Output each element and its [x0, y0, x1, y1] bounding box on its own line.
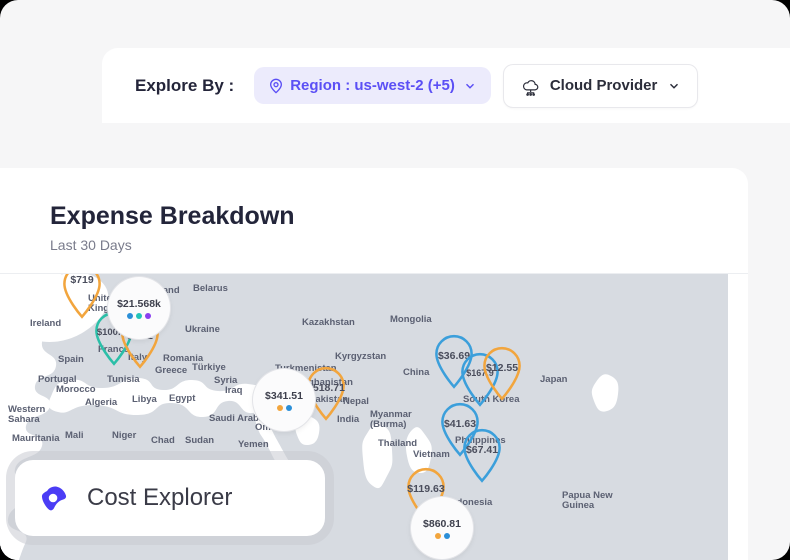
svg-text:Ukraine: Ukraine	[185, 324, 220, 335]
svg-text:Ireland: Ireland	[30, 318, 61, 329]
svg-text:Chad: Chad	[151, 435, 175, 446]
svg-text:Niger: Niger	[112, 430, 137, 441]
svg-text:Tunisia: Tunisia	[107, 374, 140, 385]
svg-text:Morocco: Morocco	[56, 384, 96, 395]
svg-text:Algeria: Algeria	[85, 397, 118, 408]
svg-text:Belarus: Belarus	[193, 283, 228, 294]
svg-text:Mauritania: Mauritania	[12, 433, 60, 444]
svg-text:Mali: Mali	[65, 430, 83, 441]
svg-text:(Burma): (Burma)	[370, 419, 406, 430]
svg-text:Kyrgyzstan: Kyrgyzstan	[335, 351, 386, 362]
svg-text:Mongolia: Mongolia	[390, 314, 432, 325]
svg-text:China: China	[403, 367, 430, 378]
svg-text:Libya: Libya	[132, 394, 158, 405]
svg-text:Thailand: Thailand	[378, 438, 417, 449]
svg-text:Japan: Japan	[540, 374, 568, 385]
svg-text:Sudan: Sudan	[185, 435, 214, 446]
svg-text:Sahara: Sahara	[8, 414, 40, 425]
svg-text:Kazakhstan: Kazakhstan	[302, 317, 355, 328]
svg-text:Egypt: Egypt	[169, 393, 196, 404]
svg-text:Spain: Spain	[58, 354, 84, 365]
svg-text:Iraq: Iraq	[225, 385, 243, 396]
svg-text:Guinea: Guinea	[562, 500, 595, 511]
svg-text:Türkiye: Türkiye	[192, 362, 226, 373]
svg-text:Yemen: Yemen	[238, 439, 269, 450]
